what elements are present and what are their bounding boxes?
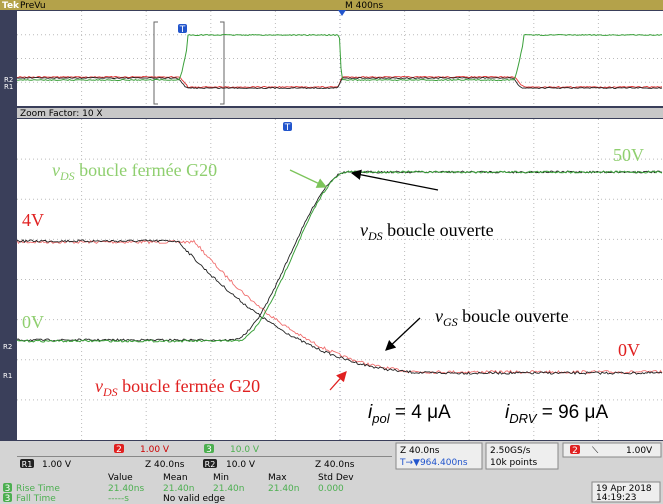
- level-label: 4V: [22, 210, 44, 230]
- measurements: Value Mean Min Max Std Dev 3 Rise Time 21.40ns 2…: [3, 473, 354, 504]
- timebase: M 400ns: [345, 1, 384, 11]
- trace: [16, 170, 663, 343]
- badge-text: 2: [572, 446, 578, 456]
- meas-cell: 21.40n: [213, 484, 244, 494]
- divider: [17, 456, 392, 457]
- annotation: vDS boucle fermée G20: [52, 160, 217, 183]
- ref-scale: 10.0 V: [226, 460, 256, 470]
- level-label: 50V: [613, 145, 644, 165]
- panel: [485, 442, 559, 470]
- sample-rate: 2.50GS/s: [490, 446, 531, 456]
- meas-header: Min: [213, 473, 229, 483]
- trace: [16, 239, 663, 375]
- annotation: vDS boucle ouverte: [360, 220, 494, 243]
- trigger-badge: [178, 24, 187, 33]
- meas-cell: 21.40ns: [108, 484, 144, 494]
- arrow: [289, 169, 328, 188]
- badge-text: R1: [22, 460, 33, 469]
- zoom-window: [153, 21, 225, 105]
- badge-text: 3: [206, 445, 212, 455]
- trigger-slope: ⟍: [592, 446, 599, 456]
- header-bar: [0, 0, 663, 10]
- meas-cell: 0.000: [318, 484, 344, 494]
- badge-text: 3: [5, 494, 11, 504]
- trace: [16, 33, 662, 82]
- meas-header: Value: [108, 473, 133, 483]
- ref-scale: 1.00 V: [42, 460, 72, 470]
- trigger-marker: T: [179, 25, 186, 35]
- trigger-marker: T: [284, 123, 291, 133]
- level-label: 0V: [22, 312, 44, 332]
- annotation: vDS boucle fermée G20: [95, 376, 260, 399]
- record-length: 10k points: [490, 458, 537, 468]
- badge: [204, 444, 214, 453]
- annotation: ipol = 4 μA: [368, 402, 451, 426]
- ref-label: R1: [4, 83, 13, 91]
- annotation: vGS boucle ouverte: [435, 306, 569, 329]
- arrow: [350, 169, 439, 191]
- mode: PreVu: [20, 1, 46, 11]
- meas-header: Max: [268, 473, 287, 483]
- panel: [591, 481, 661, 503]
- badge: [3, 493, 12, 502]
- ref-label: R2: [4, 76, 13, 84]
- panel: [395, 442, 483, 470]
- date: 19 Apr 2018: [596, 484, 652, 494]
- ref-zoom: Z 40.0ns: [315, 460, 355, 470]
- h-zoom: Z 40.0ns: [400, 446, 440, 456]
- arrow: [329, 371, 347, 391]
- badge: [114, 444, 124, 453]
- trigger-badge: [283, 122, 292, 131]
- zoom-factor: Zoom Factor: 10 X: [20, 109, 103, 119]
- badge-text: 3: [5, 484, 11, 494]
- ch-scale: 10.0 V: [230, 445, 260, 455]
- panel: [562, 442, 662, 458]
- meas-cell: -----s: [108, 494, 129, 504]
- meas-cell: 21.40n: [163, 484, 194, 494]
- badge: [3, 483, 12, 492]
- zoom-bar: [17, 108, 663, 118]
- h-position: T→▼964.400ns: [399, 458, 468, 468]
- preview-area: [17, 11, 663, 106]
- main-grid: [17, 119, 663, 440]
- time: 14:19:23: [596, 493, 636, 503]
- trigger-level: 1.00V: [626, 446, 653, 456]
- trace: [16, 76, 663, 90]
- meas-name: Rise Time: [16, 484, 60, 494]
- ref-zoom: Z 40.0ns: [145, 460, 185, 470]
- meas-cell: 21.40n: [268, 484, 299, 494]
- badge: [20, 459, 34, 468]
- preview-traces: [16, 33, 663, 90]
- badge-text: 2: [116, 445, 122, 455]
- ch-scale: 1.00 V: [140, 445, 170, 455]
- level-label: 0V: [618, 340, 640, 360]
- meas-cell: No valid edge: [163, 494, 225, 504]
- badge: [203, 459, 217, 468]
- annotation: iDRV = 96 μA: [505, 402, 608, 426]
- arrow: [385, 317, 421, 351]
- meas-header: Mean: [163, 473, 188, 483]
- meas-name: Fall Time: [16, 494, 56, 504]
- badge: [570, 445, 580, 454]
- logo: Tek: [2, 1, 20, 11]
- ref-label: R1: [3, 372, 12, 380]
- badge-text: R2: [205, 460, 216, 469]
- meas-header: Std Dev: [318, 473, 354, 483]
- ref-label: R2: [3, 343, 12, 351]
- main-traces: [16, 170, 663, 375]
- trigger-pointer: [338, 10, 346, 16]
